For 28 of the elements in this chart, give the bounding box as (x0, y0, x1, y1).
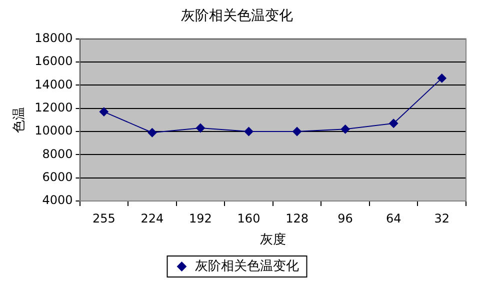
x-tick-label: 224 (140, 211, 164, 226)
y-tick-label: 18000 (34, 30, 73, 45)
point (99, 107, 108, 116)
x-tick-label: 255 (92, 211, 116, 226)
point (196, 124, 205, 133)
point (244, 126, 254, 136)
point (340, 124, 350, 134)
y-tick-label: 8000 (42, 146, 73, 161)
point (148, 128, 157, 138)
point (389, 118, 398, 128)
x-axis-title: 灰度 (260, 232, 286, 248)
x-tick-label: 96 (338, 211, 353, 226)
x-tick-label: 128 (286, 211, 308, 226)
y-axis-title: 色温 (12, 106, 28, 133)
y-tick-label: 4000 (42, 193, 73, 208)
x-tick-label: 160 (237, 211, 260, 226)
legend-label: 灰阶相关色温变化 (194, 258, 299, 274)
point (292, 126, 302, 136)
point (437, 74, 446, 83)
chart-title: 灰阶相关色温变化 (181, 8, 293, 24)
y-tick-label: 10000 (34, 124, 73, 138)
x-tick-label: 64 (386, 211, 402, 226)
y-tick-label: 6000 (42, 170, 73, 184)
x-tick-label: 192 (189, 211, 212, 226)
y-tick-label: 16000 (34, 54, 73, 68)
y-tick-label: 14000 (34, 77, 73, 92)
x-tick-label: 32 (434, 211, 450, 226)
y-tick-label: 12000 (34, 100, 73, 114)
